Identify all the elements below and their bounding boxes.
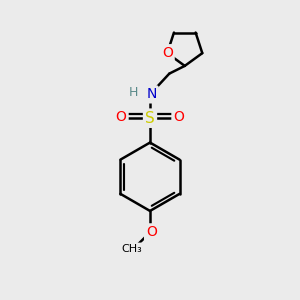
Text: O: O [146, 225, 157, 239]
Text: S: S [145, 111, 155, 126]
Text: H: H [129, 86, 138, 99]
Text: O: O [116, 110, 127, 124]
Text: O: O [173, 110, 184, 124]
Text: CH₃: CH₃ [122, 244, 142, 254]
Text: O: O [162, 46, 173, 60]
Text: N: N [146, 87, 157, 101]
